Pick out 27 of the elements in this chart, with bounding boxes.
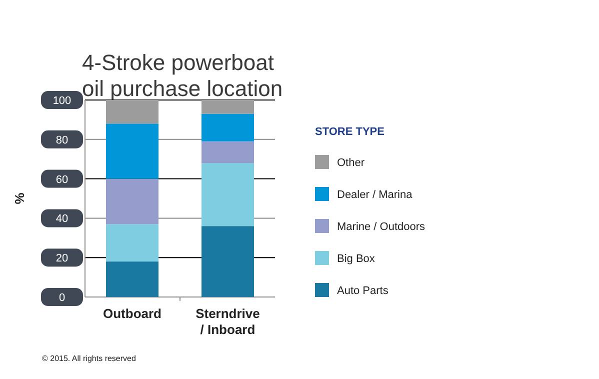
y-tick-label: 80 — [56, 134, 68, 146]
legend-label: Other — [337, 157, 365, 169]
y-axis-title: % — [12, 192, 27, 204]
bar — [201, 163, 254, 226]
y-tick-label: 40 — [56, 213, 68, 226]
bar — [106, 224, 159, 262]
legend-title: STORE TYPE — [315, 126, 384, 138]
y-tick-label: 20 — [56, 252, 68, 265]
legend-label: Big Box — [337, 253, 376, 265]
legend-label: Auto Parts — [337, 285, 389, 297]
bar — [106, 124, 159, 179]
chart-title: 4-Stroke powerboat oil purchase location — [82, 50, 283, 101]
bar — [201, 141, 254, 164]
bar — [201, 114, 254, 142]
legend-label: Dealer / Marina — [337, 189, 414, 201]
bar — [201, 100, 254, 114]
x-tick-label: Sterndrive / Inboard — [196, 306, 260, 337]
bar — [106, 100, 159, 124]
legend-label: Marine / Outdoors — [337, 221, 426, 233]
text: © 2015. All rights reserved — [42, 354, 136, 363]
bar — [106, 178, 159, 224]
x-tick-label: Outboard — [103, 306, 162, 321]
bar — [106, 262, 159, 297]
bar — [201, 226, 254, 297]
y-tick-label: 100 — [52, 95, 72, 107]
y-tick-label: 60 — [56, 174, 68, 186]
y-tick-label: 0 — [58, 292, 66, 304]
